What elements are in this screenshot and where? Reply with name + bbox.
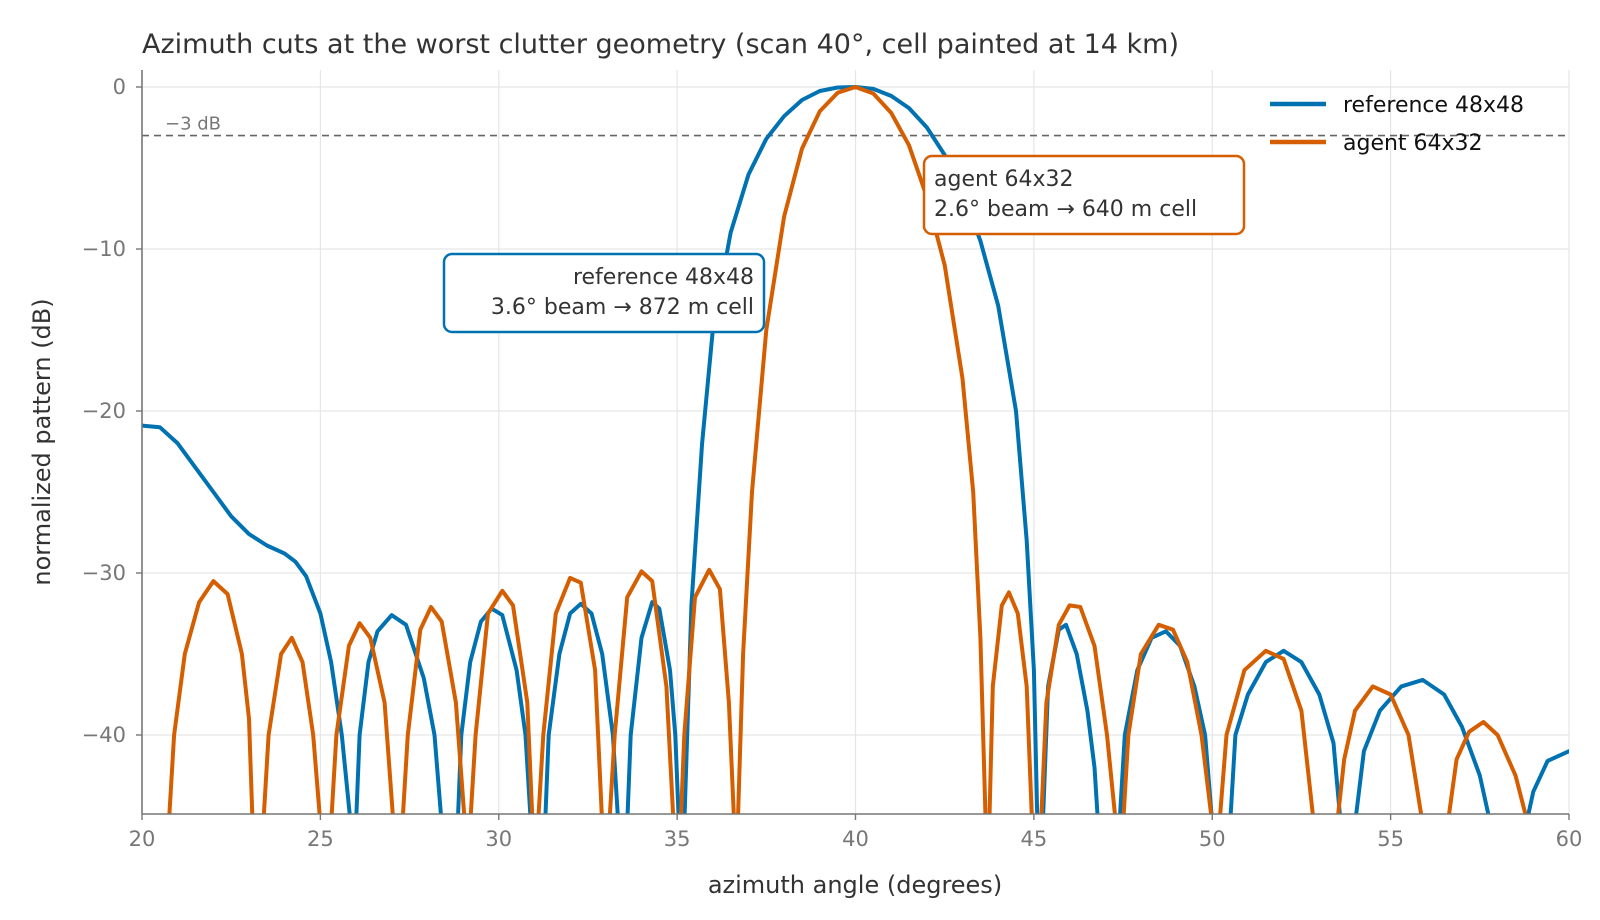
x-tick-label: 55: [1377, 827, 1404, 851]
reference-line-label: −3 dB: [165, 114, 221, 135]
annotation-line: 2.6° beam → 640 m cell: [934, 197, 1197, 222]
annotation-reference: reference 48x48 3.6° beam → 872 m cell: [442, 252, 766, 334]
y-tick-label: −20: [82, 399, 126, 423]
annotations: reference 48x48 3.6° beam → 872 m cell age…: [442, 154, 1246, 334]
x-tick-label: 60: [1556, 827, 1583, 851]
legend-label: reference 48x48: [1343, 93, 1524, 118]
x-tick-label: 45: [1021, 827, 1048, 851]
y-tick-label: −10: [82, 237, 126, 261]
y-tick-label: 0: [113, 75, 126, 99]
x-tick-label: 40: [842, 827, 869, 851]
annotation-line: reference 48x48: [573, 265, 754, 290]
series-layer: [142, 85, 1569, 814]
annotation-box: [442, 252, 766, 334]
y-tick-label: −40: [82, 723, 126, 747]
legend-label: agent 64x32: [1343, 131, 1483, 156]
legend: reference 48x48 agent 64x32: [1270, 93, 1524, 156]
x-tick-label: 30: [485, 827, 512, 851]
y-ticks: 0 −10 −20 −30 −40: [82, 75, 142, 747]
annotation-box: [922, 154, 1246, 236]
x-tick-label: 35: [664, 827, 691, 851]
x-tick-label: 25: [307, 827, 334, 851]
y-axis-label: normalized pattern (dB): [28, 298, 56, 585]
annotation-line: 3.6° beam → 872 m cell: [491, 295, 754, 320]
grid: [141, 70, 1570, 814]
annotation-line: agent 64x32: [934, 167, 1074, 192]
x-tick-label: 50: [1199, 827, 1226, 851]
annotation-agent: agent 64x32 2.6° beam → 640 m cell: [922, 154, 1246, 236]
chart-title: Azimuth cuts at the worst clutter geomet…: [142, 29, 1179, 60]
x-axis-label: azimuth angle (degrees): [708, 871, 1002, 899]
x-ticks: 20 25 30 35 40 45 50 55 60: [129, 814, 1583, 851]
series-line-agent-64x32: [167, 85, 1528, 814]
x-tick-label: 20: [129, 827, 156, 851]
y-tick-label: −30: [82, 561, 126, 585]
